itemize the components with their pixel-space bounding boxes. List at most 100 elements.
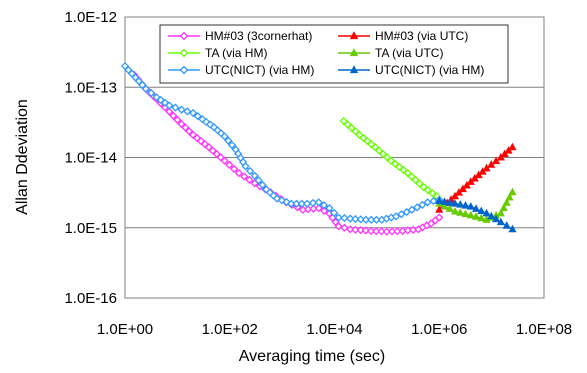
data-point	[302, 199, 312, 208]
y-axis-label: Allan Ddeviation	[14, 99, 31, 215]
data-point	[308, 198, 318, 208]
data-point	[361, 215, 371, 224]
data-point	[492, 214, 501, 223]
data-point	[482, 163, 491, 172]
legend-swatch-marker	[349, 31, 359, 40]
data-point	[314, 198, 323, 207]
data-point	[198, 115, 207, 124]
legend-item: TA (via HM)	[168, 46, 267, 60]
data-point	[391, 212, 401, 221]
plot-area	[124, 16, 545, 299]
data-point	[169, 111, 178, 120]
legend-label: HM#03 (3cornerhat)	[205, 29, 312, 43]
y-tick-label: 1.0E-12	[64, 9, 117, 26]
data-point	[141, 84, 150, 93]
legend-label: HM#03 (via UTC)	[375, 29, 468, 43]
legend-item: HM#03 (3cornerhat)	[168, 29, 312, 43]
x-axis-label: Averaging time (sec)	[239, 348, 385, 365]
data-point	[411, 175, 420, 185]
data-point	[367, 215, 376, 224]
data-point	[340, 223, 349, 232]
data-point	[343, 120, 352, 129]
data-point	[456, 200, 465, 208]
legend-item: UTC(NICT) (via HM)	[338, 63, 484, 77]
data-point	[377, 227, 386, 236]
data-point	[466, 202, 475, 210]
data-point	[165, 107, 174, 116]
data-point	[508, 142, 517, 151]
data-point	[435, 196, 444, 205]
legend-swatch-marker	[179, 65, 189, 75]
series-5	[120, 61, 444, 224]
legend-swatch-marker	[179, 31, 189, 41]
data-point	[402, 207, 411, 217]
data-point	[361, 226, 371, 235]
data-point	[183, 107, 192, 116]
data-point	[450, 191, 460, 200]
legend-label: TA (via UTC)	[375, 46, 443, 60]
data-point	[461, 201, 470, 209]
data-point	[240, 172, 249, 181]
data-point	[177, 105, 186, 114]
data-point	[450, 206, 460, 215]
data-point	[508, 224, 517, 233]
data-point	[450, 199, 460, 207]
data-point	[339, 116, 348, 126]
plot-border	[124, 16, 545, 299]
data-point	[356, 226, 365, 235]
series-layer	[120, 61, 517, 236]
data-point	[472, 204, 481, 212]
data-point	[171, 103, 180, 112]
legend-label: TA (via HM)	[205, 46, 267, 60]
data-point	[466, 210, 475, 219]
y-tick-labels: 1.0E-16 1.0E-15 1.0E-14 1.0E-13 1.0E-12	[64, 9, 117, 307]
data-point	[220, 132, 229, 141]
data-point	[508, 187, 517, 196]
series-3	[339, 116, 441, 201]
data-point	[391, 159, 400, 168]
data-point	[282, 197, 291, 207]
data-point	[428, 189, 437, 198]
data-point	[246, 166, 255, 176]
data-point	[445, 198, 454, 206]
data-point	[351, 214, 360, 224]
data-point	[230, 164, 239, 174]
x-tick-label: 1.0E+04	[306, 321, 362, 338]
data-point	[334, 213, 343, 222]
data-point	[477, 213, 486, 222]
data-point	[351, 225, 360, 234]
data-point	[234, 168, 244, 178]
data-point	[397, 210, 406, 219]
data-point	[351, 127, 360, 136]
data-point	[347, 123, 356, 133]
data-point	[227, 140, 237, 150]
data-point	[477, 206, 486, 215]
data-point	[165, 101, 174, 110]
data-point	[502, 221, 511, 229]
legend-item: UTC(NICT) (via HM)	[168, 63, 314, 77]
x-tick-labels: 1.0E+00 1.0E+02 1.0E+04 1.0E+06 1.0E+08	[97, 321, 572, 338]
data-point	[319, 206, 329, 215]
legend-item: HM#03 (via UTC)	[338, 29, 468, 43]
data-point	[314, 204, 323, 213]
data-point	[407, 172, 416, 181]
legend-label: UTC(NICT) (via HM)	[375, 63, 484, 77]
legend: HM#03 (3cornerhat) HM#03 (via UTC) TA (via…	[159, 24, 509, 84]
data-point	[287, 199, 296, 208]
data-point	[454, 188, 463, 196]
series-1	[130, 70, 444, 236]
data-point	[440, 197, 449, 205]
data-point	[250, 171, 259, 180]
data-point	[245, 175, 254, 184]
data-point	[482, 208, 491, 217]
data-point	[202, 117, 211, 127]
y-tick-label: 1.0E-14	[64, 150, 117, 167]
data-point	[258, 180, 267, 190]
data-point	[254, 176, 263, 185]
x-tick-label: 1.0E+08	[516, 321, 572, 338]
data-point	[403, 168, 412, 178]
series-2	[435, 142, 517, 213]
data-point	[334, 222, 343, 231]
data-point	[445, 204, 454, 212]
